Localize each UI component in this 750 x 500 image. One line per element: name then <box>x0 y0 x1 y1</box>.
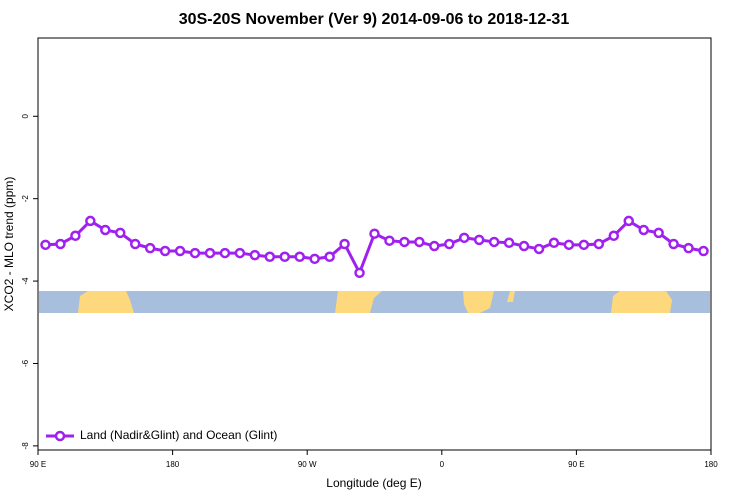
data-point <box>129 238 141 250</box>
x-tick-label: 180 <box>704 460 718 469</box>
data-point <box>309 253 320 265</box>
data-point <box>354 267 365 279</box>
data-point <box>518 240 530 252</box>
plot-frame <box>37 37 712 451</box>
y-tick-label: -2 <box>21 195 30 203</box>
data-point <box>264 251 276 263</box>
data-point <box>159 245 171 257</box>
data-point <box>249 249 261 261</box>
x-axis-label: Longitude (deg E) <box>326 476 421 490</box>
data-point <box>174 245 186 257</box>
land-ocean-strip <box>39 291 710 313</box>
y-tick-label: 0 <box>21 114 30 119</box>
data-point <box>204 247 216 259</box>
data-point <box>608 230 620 242</box>
data-point <box>144 242 156 254</box>
x-tick-label: 90 W <box>298 460 317 469</box>
data-point <box>279 251 291 263</box>
land-patch <box>463 291 494 313</box>
data-point <box>55 238 66 250</box>
data-point <box>234 247 246 259</box>
data-point <box>429 240 440 252</box>
legend-label: Land (Nadir&Glint) and Ocean (Glint) <box>80 428 277 442</box>
data-point <box>668 238 679 250</box>
data-point <box>503 237 515 249</box>
data-point <box>339 238 350 250</box>
data-point <box>414 236 425 248</box>
data-point <box>578 239 590 251</box>
data-point <box>473 234 485 246</box>
data-point <box>189 247 201 259</box>
ocean-band <box>39 291 710 313</box>
data-point <box>533 243 545 255</box>
data-point <box>563 239 575 251</box>
x-tick-label: 0 <box>440 460 445 469</box>
data-point <box>593 238 605 250</box>
data-point <box>219 247 231 259</box>
data-point <box>458 232 470 244</box>
data-point <box>623 215 634 227</box>
data-point <box>698 245 709 257</box>
x-tick-label: 90 E <box>568 460 584 469</box>
y-tick-label: -4 <box>21 277 30 285</box>
data-point <box>85 215 96 227</box>
land-patch <box>335 291 382 313</box>
data-point <box>294 251 305 263</box>
y-axis-label: XCO2 - MLO trend (ppm) <box>2 177 16 312</box>
data-point <box>115 227 126 239</box>
data-point <box>70 230 81 242</box>
data-point <box>324 251 335 263</box>
data-point <box>683 242 694 254</box>
data-point <box>40 239 51 251</box>
data-point <box>369 228 380 239</box>
land-patch <box>507 291 515 302</box>
data-point <box>444 238 455 250</box>
data-point <box>488 236 500 248</box>
x-tick-label: 90 E <box>30 460 46 469</box>
data-point <box>100 224 111 236</box>
x-tick-label: 180 <box>166 460 180 469</box>
chart-title: 30S-20S November (Ver 9) 2014-09-06 to 2… <box>179 11 570 28</box>
y-tick-label: -8 <box>21 442 30 450</box>
legend-marker <box>54 430 66 442</box>
data-point <box>653 227 664 239</box>
data-point <box>548 237 560 249</box>
y-tick-label: -6 <box>21 359 30 367</box>
data-point <box>399 236 410 248</box>
land-patch <box>611 291 672 313</box>
land-patch <box>78 291 134 313</box>
data-point <box>384 235 395 246</box>
data-point <box>638 224 649 236</box>
